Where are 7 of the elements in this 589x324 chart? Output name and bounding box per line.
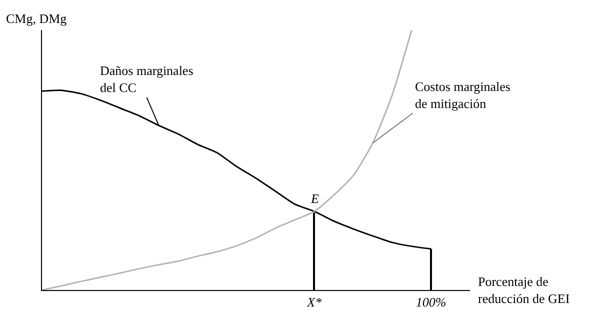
series-label: Daños marginales del CC — [100, 63, 194, 95]
annotation: E — [310, 191, 319, 206]
series-label: Costos marginales de mitigación — [415, 79, 510, 111]
y-axis-title: CMg, DMg — [6, 11, 68, 26]
x-tick-label: 100% — [416, 294, 446, 310]
x-axis-title: Porcentaje de reducción de GEI — [478, 274, 570, 306]
x-tick-label: X* — [306, 294, 322, 310]
